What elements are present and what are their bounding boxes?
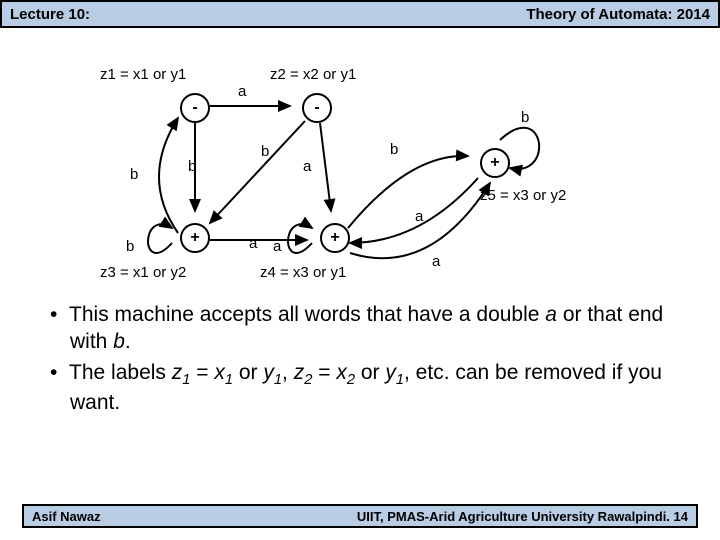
footer-bar: Asif Nawaz UIIT, PMAS-Arid Agriculture U… xyxy=(22,504,698,528)
state-label-z3: z3 = x1 or y2 xyxy=(100,264,186,281)
bullet-2: • The labels z1 = x1 or y1, z2 = x2 or y… xyxy=(30,360,690,417)
course-title: Theory of Automata: 2014 xyxy=(526,6,710,23)
institution: UIIT, PMAS-Arid Agriculture University R… xyxy=(357,509,688,524)
state-z4: + xyxy=(320,223,350,253)
edge-label-9: a xyxy=(415,208,423,225)
state-label-z1: z1 = x1 or y1 xyxy=(100,66,186,83)
edge-label-5: b xyxy=(130,166,138,183)
state-z1: - xyxy=(180,93,210,123)
edge-label-7: a xyxy=(273,238,281,255)
edge-label-10: a xyxy=(432,253,440,270)
edge-label-8: b xyxy=(390,141,398,158)
state-label-z2: z2 = x2 or y1 xyxy=(270,66,356,83)
automaton-diagram: - z1 = x1 or y1 - z2 = x2 or y1 + z3 = x1 or … xyxy=(0,28,720,302)
bullet-list: • This machine accepts all words that ha… xyxy=(30,302,690,421)
author-name: Asif Nawaz xyxy=(32,509,101,524)
lecture-number: Lecture 10: xyxy=(10,6,90,23)
edge-label-3: a xyxy=(303,158,311,175)
state-z3: + xyxy=(180,223,210,253)
edge-label-4: a xyxy=(249,235,257,252)
edge-label-6: b xyxy=(126,238,134,255)
state-label-z5: z5 = x3 or y2 xyxy=(480,187,566,204)
edge-label-0: a xyxy=(238,83,246,100)
state-z5: + xyxy=(480,148,510,178)
edge-label-2: b xyxy=(261,143,269,160)
state-z2: - xyxy=(302,93,332,123)
edge-label-11: b xyxy=(521,109,529,126)
edge-label-1: b xyxy=(188,158,196,175)
bullet-1: • This machine accepts all words that ha… xyxy=(30,302,690,356)
state-label-z4: z4 = x3 or y1 xyxy=(260,264,346,281)
header-bar: Lecture 10: Theory of Automata: 2014 xyxy=(0,0,720,28)
